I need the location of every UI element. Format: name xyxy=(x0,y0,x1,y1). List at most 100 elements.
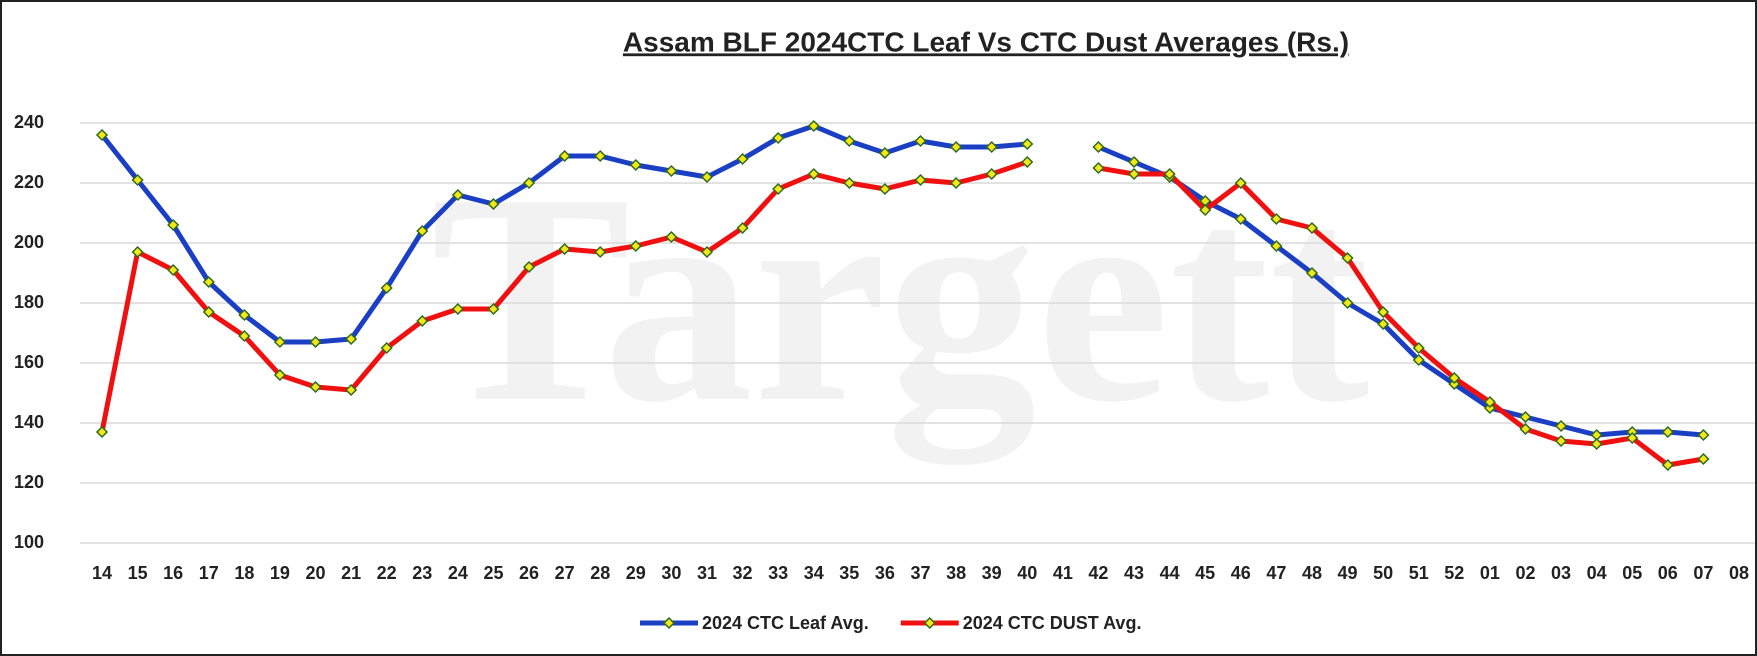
x-tick-label: 45 xyxy=(1195,563,1215,583)
marker xyxy=(95,128,109,142)
marker xyxy=(1661,425,1674,439)
marker xyxy=(273,335,286,349)
x-tick-label: 17 xyxy=(199,563,219,583)
x-tick-label: 15 xyxy=(128,563,148,583)
y-tick-label: 140 xyxy=(14,412,44,432)
chart-title: Assam BLF 2024CTC Leaf Vs CTC Dust Avera… xyxy=(623,26,1349,57)
marker xyxy=(1483,395,1496,409)
marker xyxy=(843,134,856,148)
marker xyxy=(487,197,500,211)
x-tick-label: 48 xyxy=(1302,563,1322,583)
marker xyxy=(665,230,678,244)
y-tick-label: 100 xyxy=(14,532,44,552)
marker xyxy=(1377,317,1390,331)
marker xyxy=(772,182,785,196)
x-tick-label: 41 xyxy=(1053,563,1073,583)
marker xyxy=(1412,353,1425,367)
marker xyxy=(1270,212,1283,226)
marker xyxy=(736,221,749,235)
x-tick-label: 03 xyxy=(1551,563,1571,583)
marker xyxy=(807,167,820,181)
x-tick-label: 27 xyxy=(555,563,575,583)
y-tick-label: 160 xyxy=(14,352,44,372)
marker xyxy=(1519,422,1532,436)
marker xyxy=(309,380,322,394)
x-tick-label: 37 xyxy=(910,563,930,583)
x-tick-label: 28 xyxy=(590,563,610,583)
marker xyxy=(131,245,144,259)
marker xyxy=(1377,305,1390,319)
marker xyxy=(736,152,749,166)
x-tick-label: 26 xyxy=(519,563,539,583)
marker xyxy=(594,245,607,259)
marker xyxy=(1697,428,1710,442)
x-tick-label: 39 xyxy=(982,563,1002,583)
marker xyxy=(700,245,714,259)
marker xyxy=(807,119,820,133)
x-tick-label: 47 xyxy=(1266,563,1286,583)
x-tick-label: 21 xyxy=(341,563,361,583)
x-tick-label: 20 xyxy=(306,563,326,583)
marker xyxy=(1199,203,1212,217)
marker xyxy=(345,383,358,397)
marker xyxy=(416,224,429,238)
marker xyxy=(1092,161,1105,175)
marker xyxy=(202,275,215,289)
marker xyxy=(451,302,464,316)
legend-marker xyxy=(923,616,936,630)
x-tick-label: 40 xyxy=(1017,563,1037,583)
x-tick-label: 07 xyxy=(1693,563,1713,583)
y-tick-label: 120 xyxy=(14,472,44,492)
marker xyxy=(487,302,500,316)
marker xyxy=(380,281,393,295)
x-tick-label: 06 xyxy=(1658,563,1678,583)
marker xyxy=(629,239,642,253)
y-tick-label: 180 xyxy=(14,292,44,312)
watermark: Targett xyxy=(431,132,1373,469)
marker xyxy=(1127,155,1141,169)
marker xyxy=(558,242,571,256)
x-tick-label: 19 xyxy=(270,563,290,583)
marker xyxy=(131,173,144,187)
marker xyxy=(558,149,571,163)
marker xyxy=(772,131,785,145)
marker xyxy=(1697,452,1710,466)
y-tick-label: 240 xyxy=(14,112,44,132)
marker xyxy=(914,134,927,148)
marker xyxy=(1448,371,1461,385)
marker xyxy=(1305,221,1319,235)
y-tick-label: 200 xyxy=(14,232,44,252)
marker xyxy=(1127,167,1141,181)
marker xyxy=(273,368,286,382)
marker xyxy=(1590,437,1603,451)
marker xyxy=(1270,239,1283,253)
x-tick-label: 34 xyxy=(804,563,824,583)
marker xyxy=(380,341,393,355)
x-tick-label: 16 xyxy=(163,563,183,583)
x-tick-label: 08 xyxy=(1729,563,1749,583)
marker xyxy=(700,170,714,184)
x-tick-label: 05 xyxy=(1622,563,1642,583)
x-tick-label: 01 xyxy=(1480,563,1500,583)
marker xyxy=(1555,419,1568,433)
marker xyxy=(950,140,963,154)
marker xyxy=(665,164,678,178)
marker xyxy=(167,263,180,277)
x-tick-label: 18 xyxy=(234,563,254,583)
x-tick-label: 14 xyxy=(92,563,112,583)
marker xyxy=(345,332,358,346)
marker xyxy=(238,308,251,322)
marker xyxy=(1341,296,1354,310)
marker xyxy=(522,260,536,274)
marker xyxy=(878,146,891,160)
y-tick-label: 220 xyxy=(14,172,44,192)
marker xyxy=(950,176,963,190)
legend-marker xyxy=(662,616,676,630)
x-tick-label: 30 xyxy=(661,563,681,583)
marker xyxy=(1305,266,1319,280)
marker xyxy=(1661,458,1674,472)
marker xyxy=(985,167,998,181)
marker xyxy=(1519,410,1532,424)
